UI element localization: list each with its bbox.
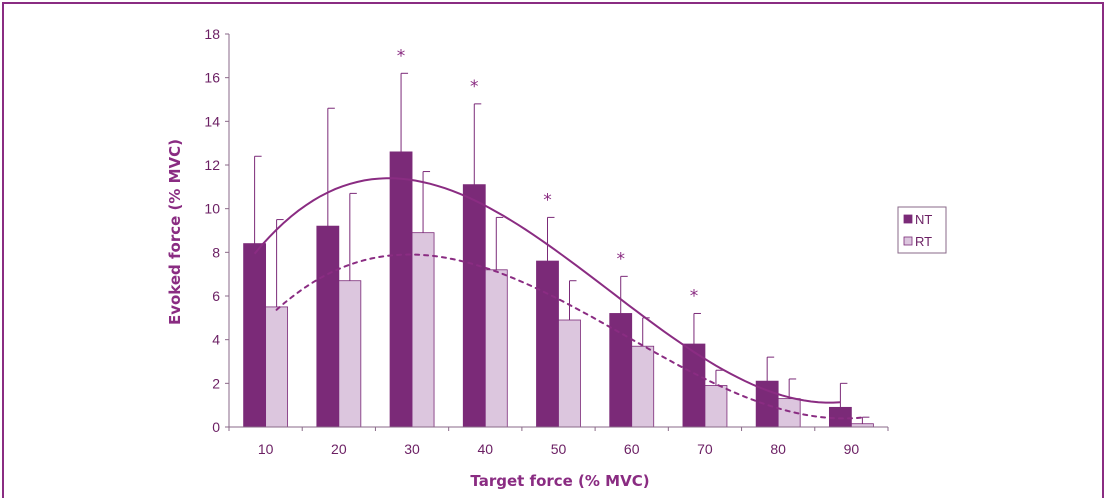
x-axis-title: Target force (% MVC) [470,472,649,490]
bar-nt-20 [316,225,340,428]
bar-nt-40 [462,184,486,428]
y-tick-label: 18 [204,26,220,42]
x-tick-label: 30 [404,441,420,457]
significance-asterisk: * [690,286,699,306]
significance-markers: * * * * * [397,46,698,306]
legend: NT RT [897,206,947,254]
y-tick-label: 16 [204,70,220,86]
x-tick-label: 10 [258,441,274,457]
trend-line-nt [253,177,841,404]
x-tick-label: 70 [697,441,713,457]
x-tick-label: 90 [844,441,860,457]
error-bars [254,72,870,424]
bar-rt-70 [704,385,728,428]
bar-rt-40 [484,269,508,428]
bar-rt-10 [265,306,289,428]
significance-asterisk: * [616,249,625,269]
x-tick-label: 40 [477,441,493,457]
bar-nt-10 [243,243,267,428]
x-axis-ticks: 10 20 30 40 50 60 70 80 90 [228,427,889,457]
trend-lines [253,177,864,420]
legend-label-rt: RT [915,234,932,249]
y-tick-label: 14 [204,113,220,129]
trend-line-rt [275,253,864,420]
x-tick-label: 80 [770,441,786,457]
y-axis-title: Evoked force (% MVC) [166,139,184,325]
bars [243,151,874,428]
bar-nt-30 [389,151,413,428]
significance-asterisk: * [397,46,406,66]
legend-label-nt: NT [915,212,932,227]
bar-rt-60 [631,345,655,428]
y-axis-ticks: 0 2 4 6 8 10 12 14 16 18 [204,26,229,435]
significance-asterisk: * [470,77,479,97]
legend-swatch-rt [903,236,913,246]
x-tick-label: 60 [624,441,640,457]
y-tick-label: 12 [204,157,220,173]
bar-rt-30 [411,232,435,428]
significance-asterisk: * [543,190,552,210]
legend-swatch-nt [903,214,913,224]
y-tick-label: 2 [212,375,220,391]
y-tick-label: 6 [212,288,220,304]
y-tick-label: 4 [212,332,220,348]
x-tick-label: 50 [551,441,567,457]
y-tick-label: 8 [212,244,220,260]
bar-rt-20 [338,280,362,428]
bar-nt-60 [609,313,633,428]
y-tick-label: 0 [212,419,220,435]
bar-nt-50 [536,260,559,428]
y-tick-label: 10 [204,201,220,217]
chart-frame [2,2,1104,498]
bar-rt-50 [558,319,581,428]
x-tick-label: 20 [331,441,347,457]
